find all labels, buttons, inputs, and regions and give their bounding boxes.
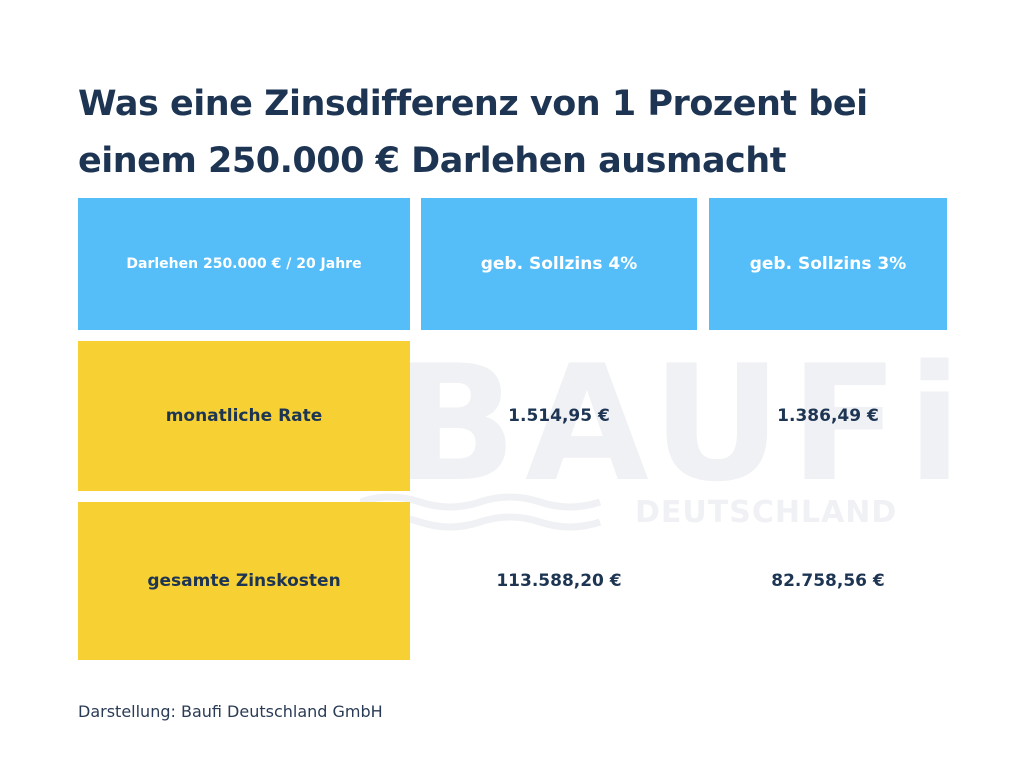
row-label: monatliche Rate	[78, 341, 410, 491]
title-line: einem 250.000 € Darlehen ausmacht	[78, 141, 786, 181]
header-cell: geb. Sollzins 3%	[709, 198, 947, 330]
value-cell: 113.588,20 €	[496, 571, 622, 591]
row-label: gesamte Zinskosten	[78, 502, 410, 660]
watermark-sub: DEUTSCHLAND	[635, 495, 898, 530]
value-cell: 1.386,49 €	[777, 406, 879, 426]
watermark-brand: BAUFi	[395, 330, 970, 517]
title-line: Was eine Zinsdifferenz von 1 Prozent bei	[78, 84, 868, 124]
value-cell: 82.758,56 €	[771, 571, 885, 591]
title: Was eine Zinsdifferenz von 1 Prozent bei…	[78, 76, 868, 190]
header-cell: Darlehen 250.000 € / 20 Jahre	[78, 198, 410, 330]
header-cell: geb. Sollzins 4%	[421, 198, 697, 330]
source-note: Darstellung: Baufi Deutschland GmbH	[78, 702, 383, 721]
value-cell: 1.514,95 €	[508, 406, 610, 426]
